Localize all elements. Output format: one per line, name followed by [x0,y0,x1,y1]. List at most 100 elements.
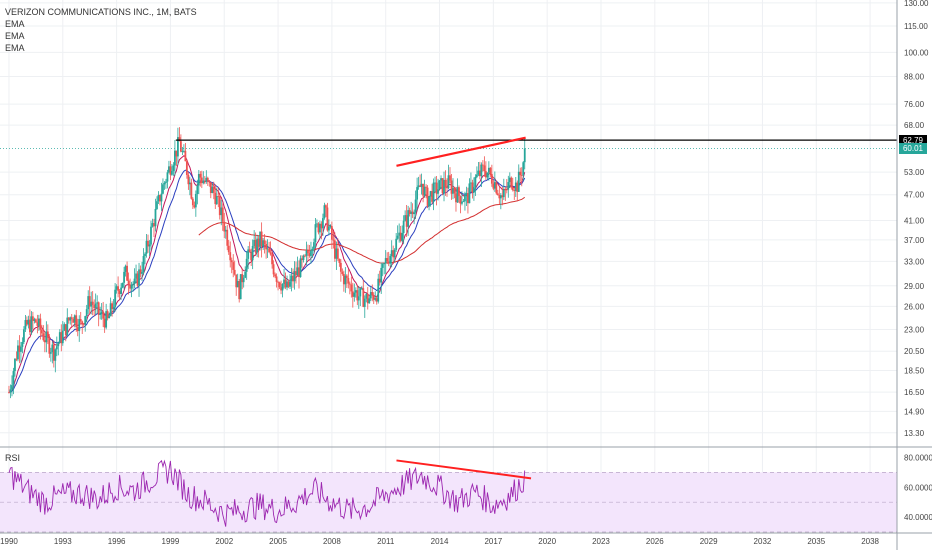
candle-body [99,314,102,315]
candle-body [504,189,507,191]
candle-body [85,309,88,317]
candle-body [242,277,245,283]
candle-body [66,317,69,336]
candle-body [153,223,155,227]
candle-body [45,331,48,343]
candle-body [58,332,61,344]
candle-body [31,316,34,321]
candle-body [14,358,16,372]
candle-body [305,250,308,256]
candle-body [248,249,251,253]
candle-body [446,187,448,189]
candle-body [274,274,276,277]
candle-body [371,292,374,296]
candle-body [175,150,178,157]
candle-body [256,238,259,253]
candle-body [387,261,390,264]
candle-body [443,179,445,194]
y-tick-label: 115.00 [904,22,928,31]
candle-body [63,324,66,331]
ema-label-2[interactable]: EMA [5,31,25,41]
candle-body [459,196,462,204]
ema-label-1[interactable]: EMA [5,19,25,29]
candle-body [290,275,293,282]
candle-body [380,267,383,283]
candle-body [320,223,323,229]
candle-body [8,392,10,393]
candle-body [296,267,299,276]
candle-body [336,248,339,259]
candle-body [21,342,24,347]
candle-body [33,319,36,321]
candle-body [453,187,456,194]
ema-label-3[interactable]: EMA [5,43,25,53]
candle-body [206,177,209,181]
candle-body [200,177,203,184]
ema-line-100 [198,196,525,264]
candle-body [468,183,471,204]
candle-body [365,293,368,299]
candle-body [12,371,15,386]
candle-body [262,240,265,247]
candle-body [416,187,419,200]
candle-body [215,196,218,205]
candle-body [271,254,273,265]
candle-body [510,177,513,188]
candle-body [386,258,389,262]
candle-body [362,288,365,307]
x-tick-label: 2017 [484,537,502,546]
candle-body [239,274,242,300]
candle-body [9,389,12,393]
candle-body [381,264,384,268]
candle-body [29,319,31,333]
rsi-label[interactable]: RSI [5,453,21,463]
candle-body [462,201,465,203]
candle-body [422,183,424,196]
candle-body [17,345,19,360]
candle-body [257,238,260,247]
candle-body [179,141,182,152]
candle-body [34,319,37,323]
x-tick-label: 2023 [592,537,610,546]
candle-body [308,253,311,256]
candle-body [253,239,256,246]
candle-body [514,182,517,192]
candle-body [450,180,453,194]
candle-body [100,311,103,315]
x-tick-label: 2005 [269,537,287,546]
candle-body [26,320,28,325]
candle-body [471,182,474,193]
candle-body [133,278,136,284]
candle-body [241,274,244,283]
candle-body [121,282,124,288]
candle-body [302,255,305,261]
candle-body [277,281,279,283]
candle-body [81,321,84,324]
candle-body [268,248,270,253]
candle-body [39,318,42,330]
symbol-title[interactable]: VERIZON COMMUNICATIONS INC., 1M, BATS [5,7,197,17]
candle-body [417,185,420,188]
candle-body [464,194,466,202]
candle-body [265,244,268,250]
candle-body [474,176,477,188]
candle-body [437,189,439,194]
candle-body [307,250,309,254]
candle-body [70,317,73,319]
candle-body [142,256,145,273]
candle-body [449,175,451,181]
candle-body [188,182,191,185]
candle-body [18,345,21,352]
candle-body [322,218,324,229]
candle-body [523,148,526,163]
candle-body [194,193,197,208]
candle-body [499,195,502,199]
candle-body [266,248,269,250]
candle-body [465,193,468,195]
candle-body [177,137,179,157]
candle-body [425,186,427,188]
x-tick-label: 2026 [646,537,664,546]
candle-body [136,273,139,286]
candle-body [226,229,229,246]
candle-body [486,172,489,178]
